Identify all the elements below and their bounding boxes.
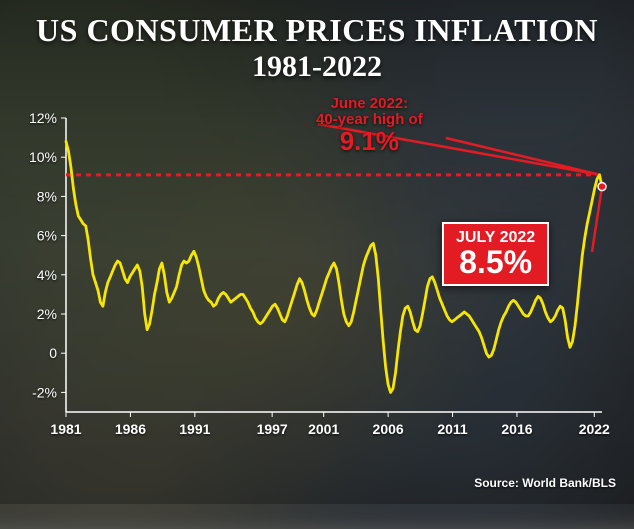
chart-title: US CONSUMER PRICES INFLATION: [0, 12, 634, 49]
svg-text:1986: 1986: [115, 421, 146, 437]
svg-text:0: 0: [49, 345, 57, 361]
svg-text:2006: 2006: [373, 421, 404, 437]
svg-text:2016: 2016: [501, 421, 532, 437]
svg-text:1997: 1997: [257, 421, 288, 437]
callout-june-value: 9.1%: [316, 128, 423, 155]
chart-container: US CONSUMER PRICES INFLATION 1981-2022 -…: [0, 0, 634, 504]
svg-text:4%: 4%: [37, 267, 57, 283]
callout-july-value: 8.5%: [456, 246, 535, 278]
svg-text:8%: 8%: [37, 188, 57, 204]
svg-text:2%: 2%: [37, 306, 57, 322]
source-attribution: Source: World Bank/BLS: [474, 476, 616, 490]
x-axis-ticks: 1981 1986 1991 1997 2001 2006 2011 2016 2022: [50, 412, 610, 437]
svg-text:12%: 12%: [29, 112, 57, 126]
svg-text:1991: 1991: [179, 421, 210, 437]
callout-june-line1: June 2022:: [316, 96, 423, 112]
chart-subtitle: 1981-2022: [0, 50, 634, 84]
y-axis-ticks: -2% 0 2% 4% 6% 8% 10% 12%: [29, 112, 66, 400]
svg-text:6%: 6%: [37, 228, 57, 244]
svg-text:10%: 10%: [29, 149, 57, 165]
callout-july-2022: JULY 2022 8.5%: [442, 222, 549, 286]
svg-text:1981: 1981: [50, 421, 81, 437]
latest-point-marker: [598, 183, 606, 191]
svg-text:2001: 2001: [308, 421, 339, 437]
svg-text:-2%: -2%: [32, 384, 57, 400]
svg-text:2022: 2022: [579, 421, 610, 437]
callout-june-2022: June 2022: 40-year high of 9.1%: [316, 96, 423, 155]
svg-text:2011: 2011: [437, 421, 468, 437]
